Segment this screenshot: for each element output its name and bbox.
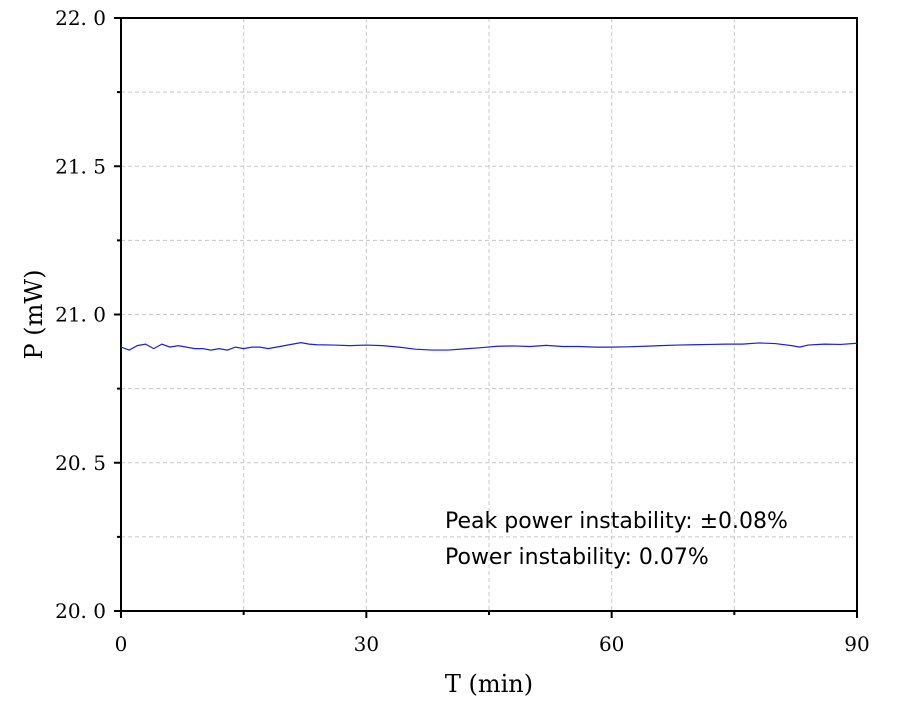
series-layer <box>120 342 858 351</box>
y-tick-label: 20. 0 <box>55 599 106 623</box>
grid <box>121 18 857 611</box>
y-tick-label: 21. 0 <box>55 303 106 327</box>
x-tick-label: 60 <box>599 632 624 656</box>
axis-ticks <box>114 17 858 618</box>
x-tick-label: 0 <box>115 632 128 656</box>
x-tick-label: 30 <box>354 632 379 656</box>
y-tick-label: 21. 5 <box>55 154 106 178</box>
y-tick-label: 22. 0 <box>55 6 106 30</box>
peak-power-instability-annotation: Peak power instability: ±0.08% <box>445 509 788 534</box>
y-tick-label: 20. 5 <box>55 451 106 475</box>
x-tick-label: 90 <box>844 632 869 656</box>
power-instability-annotation: Power instability: 0.07% <box>445 545 709 570</box>
y-axis-title: P (mW) <box>20 270 48 360</box>
x-axis-title: T (min) <box>445 670 533 698</box>
tick-labels: 0 30 60 90 20. 0 20. 5 21. 0 21. 5 22. 0 <box>55 6 870 656</box>
power-series-line <box>120 342 858 351</box>
